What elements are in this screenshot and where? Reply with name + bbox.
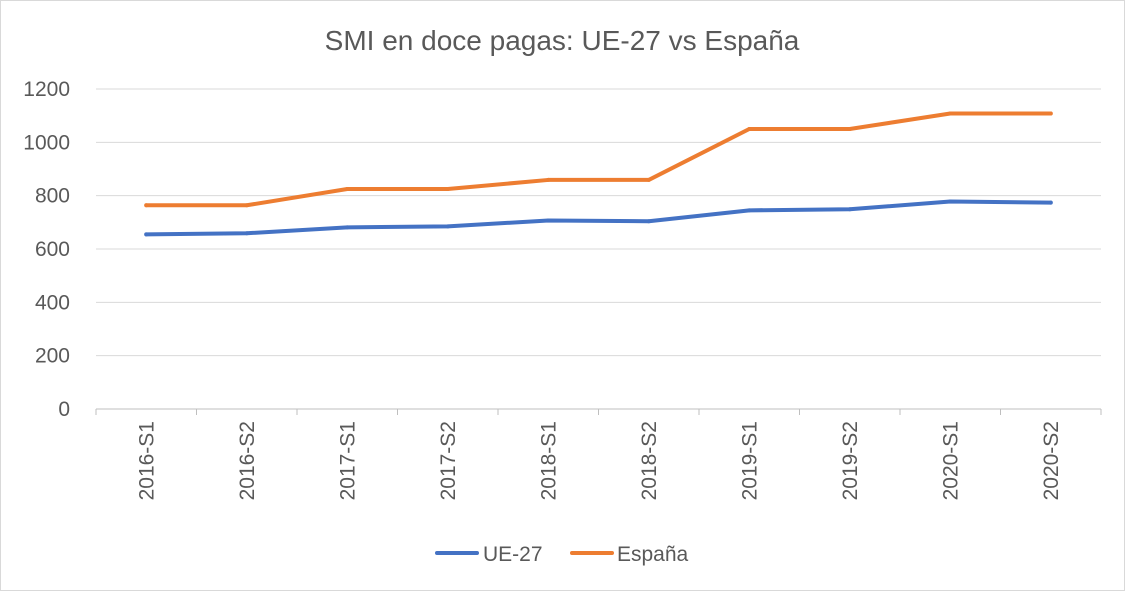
- data-point: [847, 127, 852, 131]
- data-point: [948, 111, 953, 116]
- series-line-espana: [144, 111, 1053, 208]
- legend-label: UE-27: [483, 543, 543, 566]
- series-layer: [144, 111, 1053, 237]
- series-line-ue-27: [144, 199, 1053, 237]
- x-tick-label: 2019-S2: [839, 421, 862, 500]
- x-tick-label: 2019-S1: [738, 421, 761, 500]
- y-axis-ticks: 0 200 400 600 800 1000 1200: [23, 78, 70, 421]
- y-tick-label: 200: [35, 345, 70, 368]
- data-point: [445, 187, 450, 191]
- data-point: [244, 231, 249, 236]
- chart-title: SMI en doce pagas: UE-27 vs España: [325, 25, 800, 56]
- data-point: [144, 203, 149, 208]
- data-point: [646, 219, 651, 224]
- data-point: [646, 177, 651, 182]
- x-axis-ticks: 2016-S1 2016-S2 2017-S1 2017-S2 2018-S1 2018-…: [135, 421, 1063, 500]
- y-tick-label: 0: [58, 398, 70, 421]
- y-tick-label: 600: [35, 238, 70, 261]
- y-tick-label: 800: [35, 185, 70, 208]
- data-point: [144, 232, 149, 237]
- data-point: [546, 177, 551, 182]
- data-point: [847, 207, 852, 212]
- x-tick-label: 2018-S2: [638, 421, 661, 500]
- data-point: [345, 225, 350, 230]
- x-tick-label: 2016-S2: [236, 421, 259, 500]
- x-tick-label: 2020-S2: [1040, 421, 1063, 500]
- axis-layer: [95, 408, 1102, 415]
- legend: UE-27 España: [435, 543, 689, 566]
- y-tick-label: 400: [35, 291, 70, 314]
- x-tick-label: 2018-S1: [537, 421, 560, 500]
- grid-layer: [96, 88, 1101, 357]
- data-point: [1048, 111, 1053, 116]
- data-point: [1048, 200, 1053, 205]
- y-tick-label: 1200: [23, 78, 70, 101]
- y-tick-label: 1000: [23, 131, 70, 154]
- x-tick-label: 2017-S2: [437, 421, 460, 500]
- data-point: [747, 208, 752, 213]
- x-tick-label: 2020-S1: [939, 421, 962, 500]
- data-point: [948, 199, 953, 204]
- legend-label: España: [617, 543, 689, 566]
- data-point: [244, 203, 249, 208]
- data-point: [546, 218, 551, 223]
- data-point: [747, 127, 752, 131]
- data-point: [345, 187, 350, 191]
- x-tick-label: 2016-S1: [135, 421, 158, 500]
- x-tick-label: 2017-S1: [336, 421, 359, 500]
- data-point: [445, 224, 450, 229]
